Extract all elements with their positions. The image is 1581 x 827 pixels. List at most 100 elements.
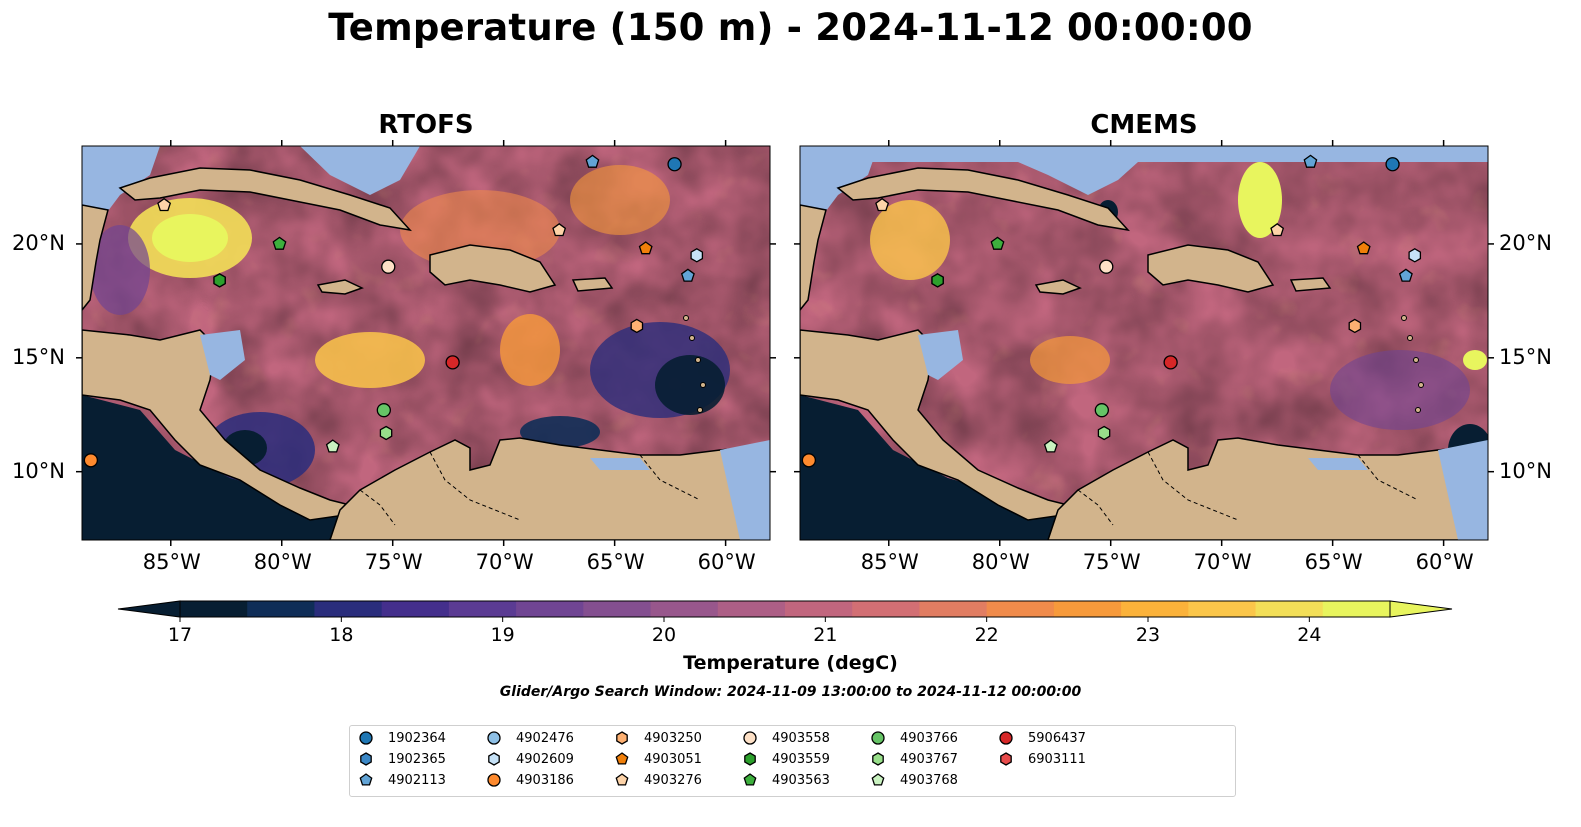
observation-4903250 [630, 318, 644, 334]
pentagon-marker-icon [743, 773, 757, 786]
legend-item: 6903111 [998, 749, 1086, 769]
legend-item: 4903250 [614, 728, 702, 748]
legend-marker-1902364 [359, 731, 373, 745]
legend-label: 4903767 [900, 751, 958, 767]
legend-item: 4903767 [870, 749, 958, 769]
hexagon-marker-icon [744, 752, 756, 766]
legend-item: 1902364 [358, 728, 446, 748]
observation-4903766 [376, 403, 391, 418]
colorbar-band [717, 601, 786, 617]
observation-4903563 [272, 236, 287, 250]
observation-4903186 [801, 453, 817, 468]
colorbar-title: Temperature (degC) [683, 652, 898, 674]
map-panels [76, 140, 1494, 546]
colorbar-band [1053, 601, 1122, 617]
lat-label-left: 10°N [12, 458, 65, 483]
rtofs-map [81, 145, 771, 541]
colorbar-band [1188, 601, 1257, 617]
colorbar-tick-label: 17 [167, 624, 193, 646]
legend-marker-6903111 [1000, 752, 1012, 766]
observation-4903051 [638, 241, 653, 255]
colorbar-band [1121, 601, 1189, 617]
legend-item: 4902609 [486, 749, 574, 769]
legend-marker-5906437 [999, 731, 1013, 745]
colorbar-tick-label: 22 [974, 624, 999, 646]
circle-marker-icon [359, 731, 373, 745]
hexagon-marker-icon [1000, 752, 1012, 766]
legend: 1902364 1902365 4902113 4902476 4902609 49031… [349, 725, 1236, 797]
legend-marker-4903563 [743, 773, 757, 786]
observation-4903276 [157, 197, 172, 212]
hexagon-marker-icon [488, 752, 500, 766]
legend-label: 4902476 [516, 730, 574, 746]
lon-label: 75°W [364, 550, 423, 574]
colorbar-band [1322, 601, 1391, 617]
hexagon-marker-icon [360, 752, 372, 766]
colorbar-band [583, 601, 652, 617]
cmems-map [799, 145, 1489, 541]
circle-marker-icon [487, 731, 501, 745]
legend-label: 6903111 [1028, 751, 1086, 767]
legend-marker-4903768 [871, 773, 885, 786]
legend-label: 4903051 [644, 751, 702, 767]
colorbar-tick-label: 19 [490, 624, 515, 646]
lon-label: 65°W [1304, 550, 1363, 574]
observation-4903558 [381, 259, 396, 274]
legend-label: 4903558 [772, 730, 830, 746]
legend-marker-1902365 [360, 752, 372, 766]
observation-markers [83, 154, 1422, 468]
colorbar-band [381, 601, 450, 617]
figure-title: Temperature (150 m) - 2024-11-12 00:00:0… [328, 6, 1253, 49]
lon-label: 85°W [142, 550, 201, 574]
legend-marker-4903250 [616, 731, 628, 745]
lon-label: 70°W [1193, 550, 1252, 574]
lat-label-right: 15°N [1499, 344, 1552, 369]
lon-label: 85°W [860, 550, 919, 574]
observation-4903767 [379, 425, 393, 441]
legend-marker-4902113 [359, 773, 373, 786]
observation-4903051 [1356, 241, 1371, 255]
lon-label: 65°W [586, 550, 645, 574]
pentagon-marker-icon [359, 773, 373, 786]
legend-item: 1902365 [358, 749, 446, 769]
colorbar-tick-label: 23 [1135, 624, 1161, 646]
search-window-caption: Glider/Argo Search Window: 2024-11-09 13… [499, 684, 1082, 700]
legend-marker-4903051 [615, 752, 629, 765]
panel-title-rtofs: RTOFS [378, 110, 474, 140]
legend-marker-4903766 [871, 731, 885, 745]
lat-label-right: 20°N [1499, 230, 1552, 255]
observation-4902113 [1398, 268, 1413, 282]
colorbar-band [852, 601, 920, 617]
colorbar-band [986, 601, 1055, 617]
observation-5906437 [1163, 355, 1178, 370]
circle-marker-icon [487, 773, 501, 787]
observation-4903563 [990, 236, 1005, 250]
circle-marker-icon [999, 731, 1013, 745]
observation-4902113 [585, 154, 600, 168]
legend-label: 4903250 [644, 730, 702, 746]
legend-label: 4903276 [644, 772, 702, 788]
observation-4903767 [1097, 425, 1111, 441]
legend-marker-4902476 [487, 731, 501, 745]
colorbar-band [516, 601, 584, 617]
legend-label: 4903559 [772, 751, 830, 767]
pentagon-marker-icon [615, 773, 629, 786]
legend-marker-4903276 [615, 773, 629, 786]
observation-4903766 [1094, 403, 1109, 418]
legend-item: 4902476 [486, 728, 574, 748]
legend-label: 5906437 [1028, 730, 1086, 746]
legend-label: 4903186 [516, 772, 574, 788]
lon-label: 60°W [1415, 550, 1474, 574]
observation-4903276 [552, 222, 567, 237]
pentagon-marker-icon [871, 773, 885, 786]
colorbar-band [247, 601, 315, 617]
legend-item: 4902113 [358, 770, 446, 790]
lon-label: 80°W [971, 550, 1030, 574]
lon-label: 75°W [1082, 550, 1141, 574]
observation-4902609 [690, 248, 704, 263]
circle-marker-icon [871, 731, 885, 745]
legend-item: 4903186 [486, 770, 574, 790]
circle-marker-icon [743, 731, 757, 745]
legend-label: 1902365 [388, 751, 446, 767]
legend-marker-4903559 [744, 752, 756, 766]
